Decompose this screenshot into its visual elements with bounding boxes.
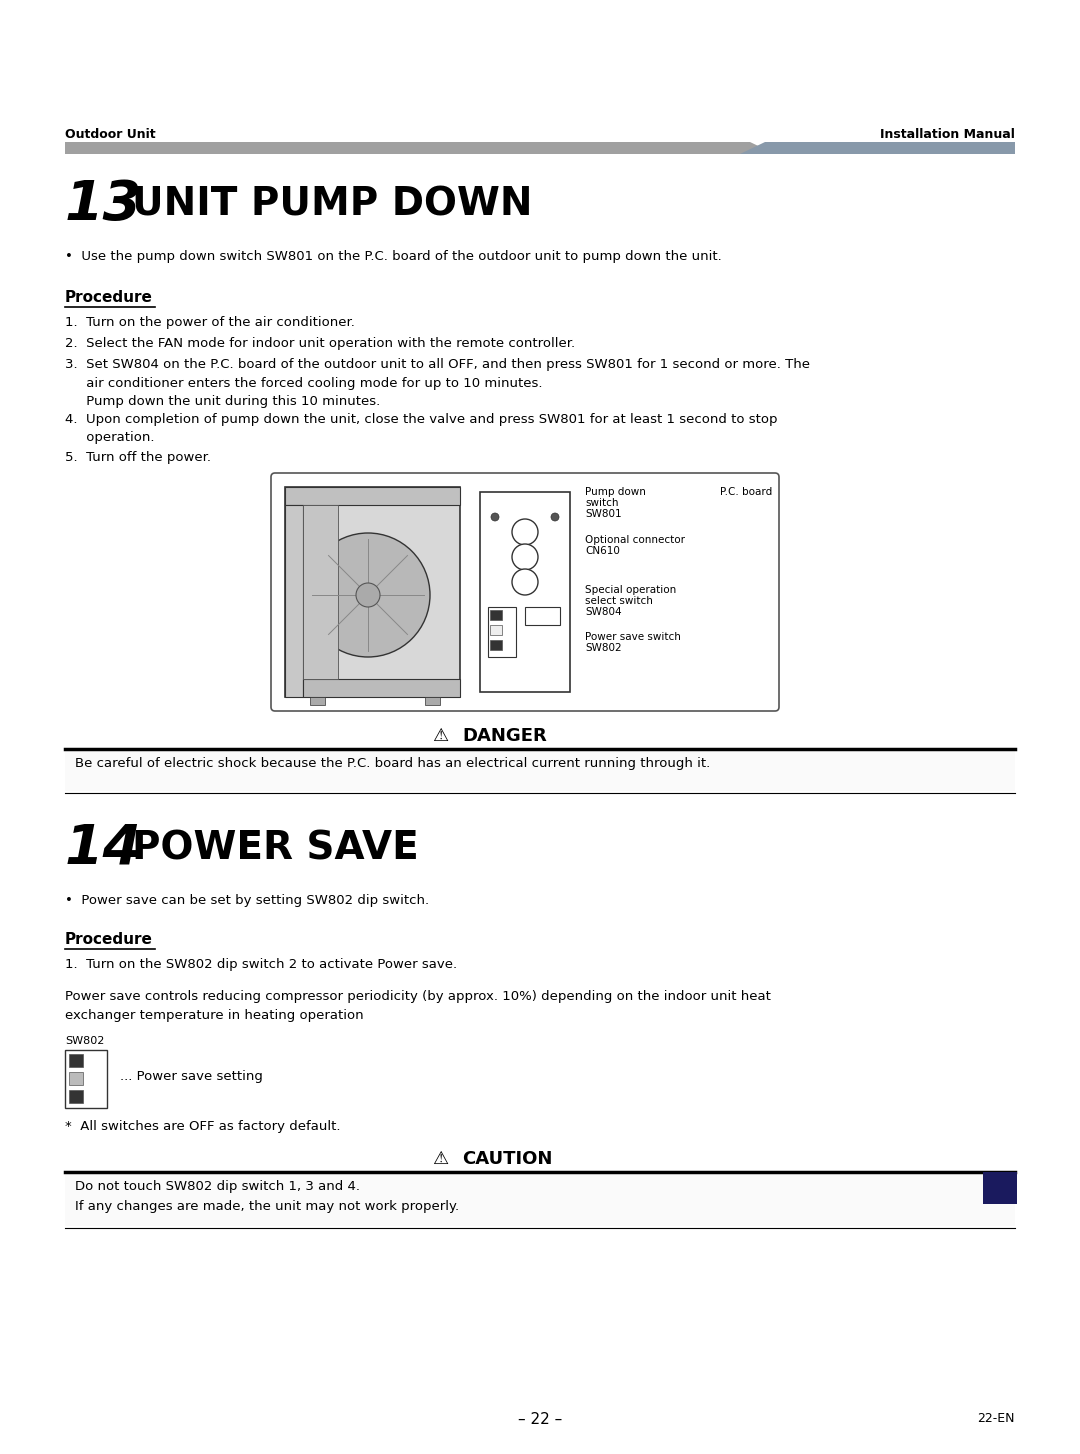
Bar (303, 505, 338, 679)
Text: ... Power save setting: ... Power save setting (120, 1070, 262, 1083)
Text: •  Power save can be set by setting SW802 dip switch.: • Power save can be set by setting SW802… (65, 894, 429, 907)
Text: Power save switch: Power save switch (585, 632, 680, 643)
Text: Special operation: Special operation (585, 585, 676, 595)
Circle shape (512, 569, 538, 595)
Text: 1.  Turn on the power of the air conditioner.: 1. Turn on the power of the air conditio… (65, 316, 355, 329)
Polygon shape (65, 142, 775, 154)
Text: Installation Manual: Installation Manual (880, 128, 1015, 141)
Text: Optional connector: Optional connector (585, 535, 685, 545)
Text: P.C. board: P.C. board (720, 487, 772, 497)
Text: CAUTION: CAUTION (462, 1150, 552, 1168)
Text: ⚠: ⚠ (432, 1150, 448, 1168)
Bar (69, 1054, 83, 1067)
Text: 1: 1 (86, 1056, 91, 1064)
Circle shape (551, 513, 559, 521)
Text: 14: 14 (65, 822, 143, 875)
FancyBboxPatch shape (271, 473, 779, 711)
Circle shape (512, 544, 538, 570)
Bar (488, 606, 516, 657)
Bar (490, 640, 502, 650)
Text: 22-EN: 22-EN (977, 1412, 1015, 1425)
Text: SW802: SW802 (65, 1037, 105, 1045)
Text: POWER SAVE: POWER SAVE (132, 830, 419, 868)
Bar (303, 679, 460, 696)
Bar (983, 1172, 1017, 1204)
Bar (285, 487, 460, 505)
Text: 13: 13 (65, 177, 143, 233)
Bar (65, 1173, 1015, 1226)
Text: Be careful of electric shock because the P.C. board has an electrical current ru: Be careful of electric shock because the… (75, 758, 711, 771)
Text: switch: switch (585, 499, 619, 507)
Circle shape (491, 513, 499, 521)
Text: 3: 3 (86, 1092, 92, 1101)
Text: SW802: SW802 (585, 643, 622, 653)
Bar (285, 487, 460, 696)
Text: 5.  Turn off the power.: 5. Turn off the power. (65, 451, 211, 464)
Circle shape (306, 534, 430, 657)
Text: – 22 –: – 22 – (518, 1412, 562, 1426)
Text: 4.  Upon completion of pump down the unit, close the valve and press SW801 for a: 4. Upon completion of pump down the unit… (65, 413, 778, 445)
Text: 2: 2 (86, 1075, 91, 1083)
Text: 3.  Set SW804 on the P.C. board of the outdoor unit to all OFF, and then press S: 3. Set SW804 on the P.C. board of the ou… (65, 358, 810, 409)
Text: DANGER: DANGER (462, 727, 546, 744)
Bar (426, 696, 440, 705)
Text: 1.  Turn on the SW802 dip switch 2 to activate Power save.: 1. Turn on the SW802 dip switch 2 to act… (65, 958, 457, 971)
Text: SW801: SW801 (585, 509, 622, 519)
Circle shape (512, 519, 538, 545)
Text: •  Use the pump down switch SW801 on the P.C. board of the outdoor unit to pump : • Use the pump down switch SW801 on the … (65, 250, 721, 263)
Bar (65, 752, 1015, 791)
Circle shape (356, 583, 380, 606)
Text: ⚠: ⚠ (432, 727, 448, 744)
Text: CN610: CN610 (585, 547, 620, 555)
Text: Do not touch SW802 dip switch 1, 3 and 4.
If any changes are made, the unit may : Do not touch SW802 dip switch 1, 3 and 4… (75, 1181, 459, 1213)
Bar (65, 1050, 107, 1108)
Text: Power save controls reducing compressor periodicity (by approx. 10%) depending o: Power save controls reducing compressor … (65, 990, 771, 1022)
Text: Procedure: Procedure (65, 932, 153, 947)
Bar (480, 491, 570, 692)
Text: Pump down: Pump down (585, 487, 646, 497)
Bar (285, 505, 303, 696)
Polygon shape (740, 142, 1015, 154)
Text: EN: EN (989, 1181, 1011, 1194)
Text: Outdoor Unit: Outdoor Unit (65, 128, 156, 141)
Bar (69, 1072, 83, 1085)
Bar (525, 606, 561, 625)
Text: *  All switches are OFF as factory default.: * All switches are OFF as factory defaul… (65, 1120, 340, 1133)
Text: SW804: SW804 (585, 606, 622, 616)
Bar (310, 696, 325, 705)
Bar (490, 625, 502, 635)
Bar (490, 611, 502, 619)
Text: Procedure: Procedure (65, 289, 153, 305)
Text: UNIT PUMP DOWN: UNIT PUMP DOWN (132, 186, 532, 224)
Bar (69, 1090, 83, 1104)
Text: 2.  Select the FAN mode for indoor unit operation with the remote controller.: 2. Select the FAN mode for indoor unit o… (65, 337, 576, 350)
Text: select switch: select switch (585, 596, 653, 606)
